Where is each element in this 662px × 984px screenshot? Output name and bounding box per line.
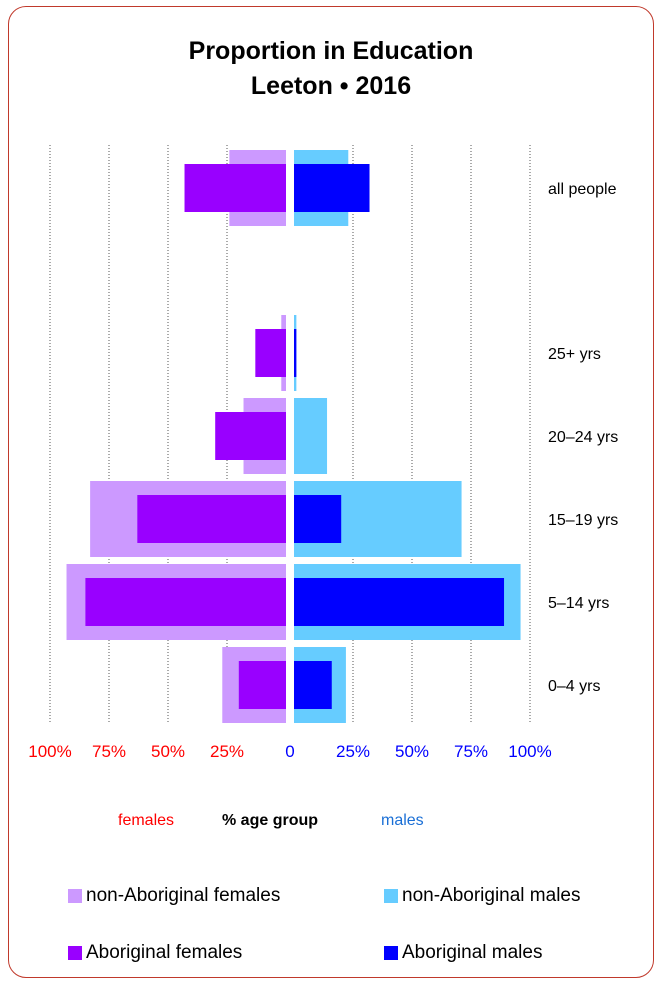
bar-aboriginal-males-25-yrs xyxy=(294,329,297,377)
tick-label-left-zero: 0 xyxy=(285,742,294,761)
legend-label-aboriginal-males: Aboriginal males xyxy=(402,942,543,963)
chart-frame xyxy=(8,6,654,978)
tick-label-right-100: 100% xyxy=(508,742,551,761)
bar-aboriginal-females-all-people xyxy=(184,164,286,212)
legend-label-aboriginal-females: Aboriginal females xyxy=(86,942,243,963)
tick-label-left-25: 25% xyxy=(210,742,244,761)
bar-aboriginal-females-5-14-yrs xyxy=(85,578,287,626)
legend-label-non-aboriginal-males: non-Aboriginal males xyxy=(402,885,581,906)
bar-aboriginal-males-15-19-yrs xyxy=(294,495,342,543)
tick-label-right-50: 50% xyxy=(395,742,429,761)
footer-females-label: females xyxy=(118,812,175,829)
category-label-25-yrs: 25+ yrs xyxy=(548,346,601,363)
bar-aboriginal-males-5-14-yrs xyxy=(294,578,505,626)
legend-swatch-non-aboriginal-males xyxy=(384,889,398,903)
legend-label-non-aboriginal-females: non-Aboriginal females xyxy=(86,885,281,906)
legend-item-aboriginal-males: Aboriginal males xyxy=(384,942,542,964)
category-label-15-19-yrs: 15–19 yrs xyxy=(548,512,618,529)
tick-label-right-25: 25% xyxy=(336,742,370,761)
chart-subtitle: Leeton • 2016 xyxy=(250,72,412,100)
bar-non-aboriginal-males-20-24-yrs xyxy=(294,398,328,474)
bar-aboriginal-males-0-4-yrs xyxy=(294,661,332,709)
tick-label-left-100: 100% xyxy=(28,742,71,761)
category-label-5-14-yrs: 5–14 yrs xyxy=(548,595,609,612)
legend-swatch-aboriginal-males xyxy=(384,946,398,960)
bar-aboriginal-females-20-24-yrs xyxy=(215,412,286,460)
bar-aboriginal-females-15-19-yrs xyxy=(137,495,286,543)
tick-label-left-75: 75% xyxy=(92,742,126,761)
category-label-0-4-yrs: 0–4 yrs xyxy=(548,678,600,695)
legend-item-non-aboriginal-females: non-Aboriginal females xyxy=(68,885,280,907)
bar-aboriginal-females-25-yrs xyxy=(255,329,286,377)
legend-swatch-aboriginal-females xyxy=(68,946,82,960)
footer-center-label: % age group xyxy=(222,812,319,829)
bar-aboriginal-males-all-people xyxy=(294,164,370,212)
tick-label-right-75: 75% xyxy=(454,742,488,761)
chart-title: Proportion in Education xyxy=(188,37,474,65)
category-label-20-24-yrs: 20–24 yrs xyxy=(548,429,618,446)
legend-swatch-non-aboriginal-females xyxy=(68,889,82,903)
category-label-all-people: all people xyxy=(548,181,617,198)
footer-males-label: males xyxy=(381,812,424,829)
tick-label-left-50: 50% xyxy=(151,742,185,761)
legend-item-non-aboriginal-males: non-Aboriginal males xyxy=(384,885,581,907)
legend-item-aboriginal-females: Aboriginal females xyxy=(68,942,242,964)
bar-aboriginal-females-0-4-yrs xyxy=(238,661,286,709)
